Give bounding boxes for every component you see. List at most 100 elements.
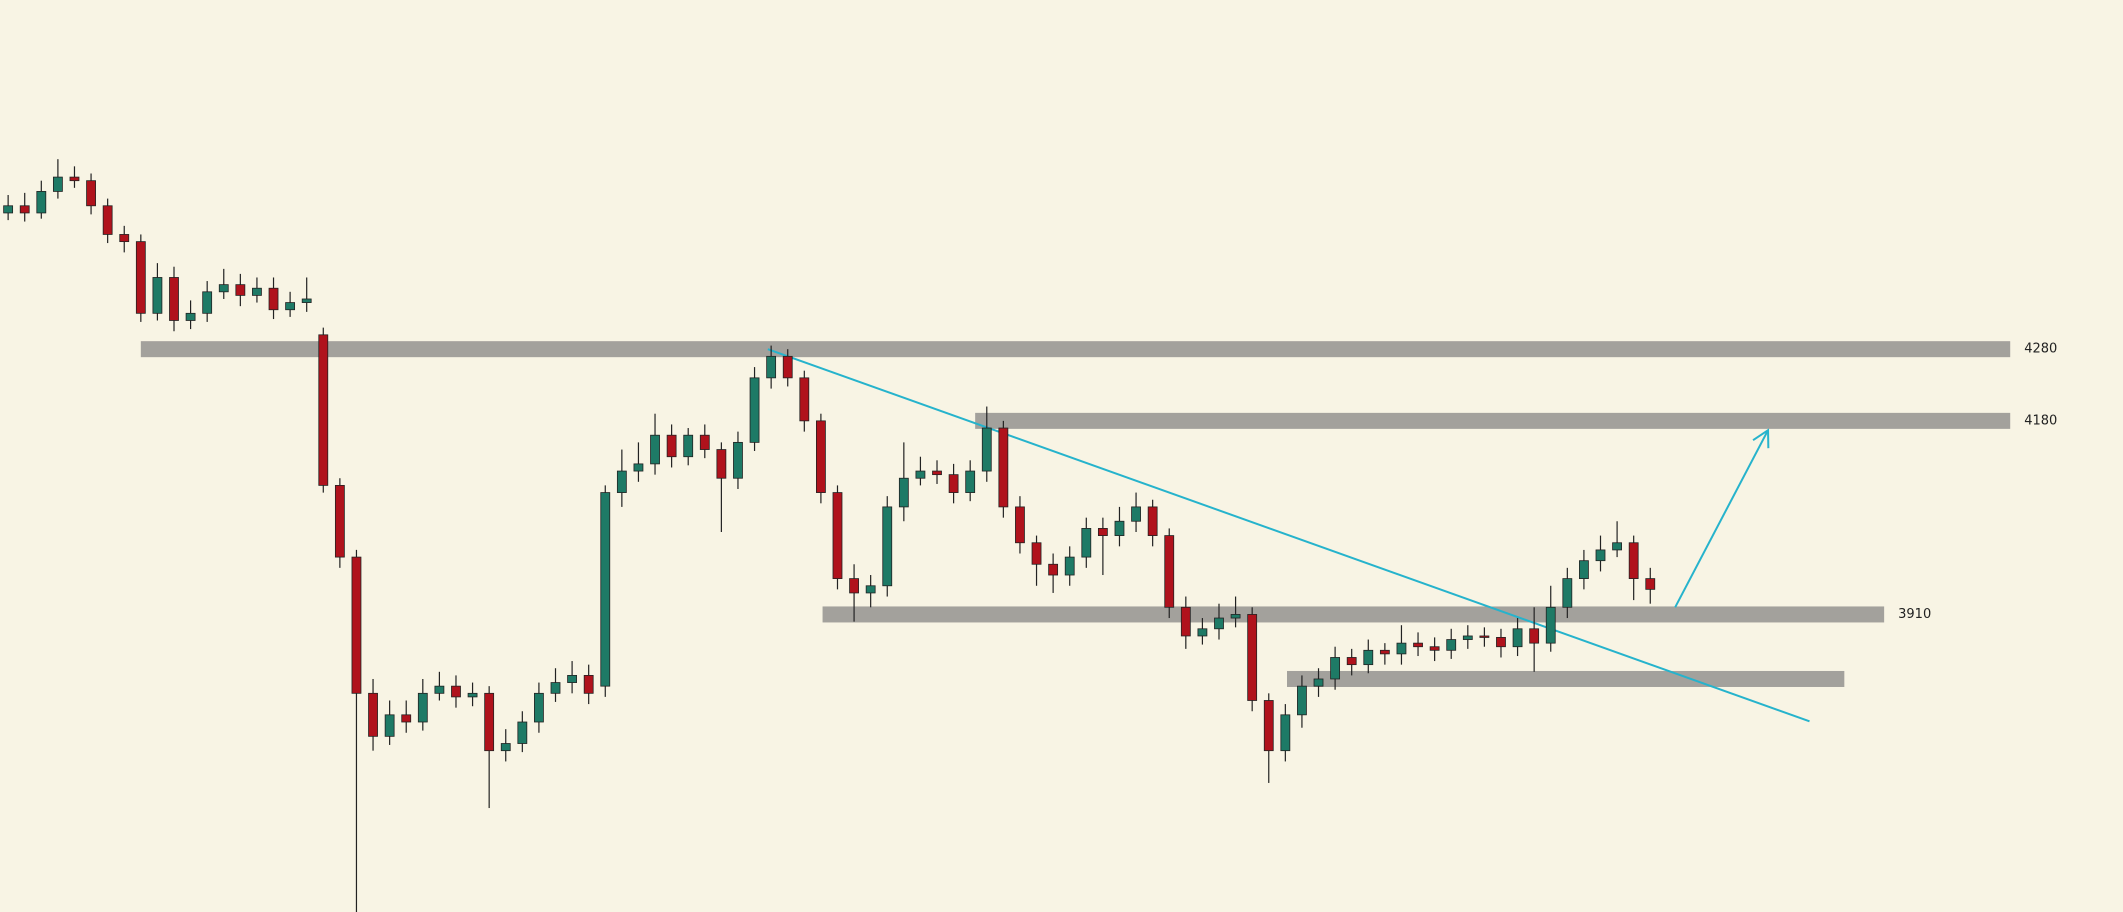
candle-body xyxy=(733,441,743,479)
candle-body xyxy=(1413,642,1423,648)
candle-body xyxy=(3,205,14,214)
candle-body xyxy=(268,287,279,311)
candle-body xyxy=(1612,542,1622,551)
candle-body xyxy=(1048,563,1059,576)
level-zone xyxy=(822,606,1885,623)
candle-body xyxy=(932,470,942,476)
candle-body xyxy=(882,506,893,587)
candle-body xyxy=(285,302,296,311)
candle-body xyxy=(235,284,246,296)
candle-body xyxy=(1131,506,1141,522)
candle-body xyxy=(517,721,528,744)
candle-body xyxy=(666,434,677,458)
candle-body xyxy=(915,470,926,479)
candle-body xyxy=(152,277,163,314)
candle-body xyxy=(1064,556,1075,576)
candle-body xyxy=(1031,542,1042,565)
candle-body xyxy=(1645,578,1656,590)
candle-body xyxy=(1396,642,1407,655)
candle-body xyxy=(1214,617,1224,630)
candle-body xyxy=(832,492,843,580)
candle-body xyxy=(567,674,577,683)
level-label: 4180 xyxy=(2024,413,2057,428)
candle-body xyxy=(1097,528,1108,536)
candle-body xyxy=(1363,649,1374,666)
candle-body xyxy=(699,434,710,450)
candle-body xyxy=(1280,714,1291,752)
candle-body xyxy=(766,355,777,379)
candle-body xyxy=(1230,614,1241,619)
candle-body xyxy=(1263,700,1274,752)
candle-body xyxy=(19,205,30,214)
candle-body xyxy=(1479,635,1490,638)
candle-body xyxy=(849,578,859,594)
candle-body xyxy=(202,291,213,314)
candle-body xyxy=(1595,549,1606,562)
candle-body xyxy=(351,556,362,694)
candle-body xyxy=(1015,506,1025,544)
candle-body xyxy=(550,682,561,694)
candle-body xyxy=(1496,636,1506,648)
candle-body xyxy=(1379,649,1390,655)
candle-body xyxy=(616,470,627,493)
candle-body xyxy=(368,692,378,737)
candle-body xyxy=(1147,506,1158,536)
candle-body xyxy=(401,714,412,723)
candle-body xyxy=(252,287,262,296)
candle-body xyxy=(1446,639,1457,651)
candle-body xyxy=(384,714,395,737)
candle-body xyxy=(52,176,63,192)
candle-body xyxy=(301,298,312,303)
candle-body xyxy=(69,176,80,182)
candle-body xyxy=(417,692,428,723)
candle-body xyxy=(1330,657,1341,680)
candle-body xyxy=(583,674,594,694)
candle-body xyxy=(318,334,329,486)
candle-body xyxy=(119,234,130,243)
candle-body xyxy=(865,585,876,594)
candle-body xyxy=(1180,606,1191,637)
candle-body xyxy=(1114,520,1125,536)
level-label: 3910 xyxy=(1898,607,1931,622)
level-zone xyxy=(1287,670,1845,687)
arrow-line xyxy=(1674,429,1769,608)
candle-body xyxy=(1579,560,1589,580)
candle-body xyxy=(1512,628,1523,648)
arrow-head xyxy=(1752,428,1770,449)
candle-body xyxy=(1545,606,1556,644)
candle-body xyxy=(1297,685,1307,716)
candle-body xyxy=(36,191,47,214)
candle-body xyxy=(1313,678,1324,687)
candle-body xyxy=(1346,657,1357,666)
candle-body xyxy=(600,492,611,687)
candle-body xyxy=(799,377,810,422)
candle-body xyxy=(86,180,96,207)
candle-body xyxy=(135,241,146,314)
candle-body xyxy=(1197,628,1208,637)
candle-body xyxy=(334,484,345,558)
level-label: 4280 xyxy=(2024,342,2057,357)
candle-body xyxy=(1529,628,1540,644)
candle-body xyxy=(1429,646,1440,651)
level-zone xyxy=(140,341,2011,358)
candle-body xyxy=(650,434,660,465)
candle-body xyxy=(981,427,992,472)
candle-body xyxy=(451,685,461,698)
candle-body xyxy=(1164,535,1175,608)
candle-body xyxy=(683,434,694,458)
candle-body xyxy=(185,312,196,321)
trendline xyxy=(767,348,1810,723)
candle-body xyxy=(948,474,959,493)
candle-body xyxy=(633,463,644,472)
candle-body xyxy=(749,377,760,443)
candle-body xyxy=(218,284,229,293)
level-zone xyxy=(975,412,2011,429)
candle-body xyxy=(816,420,826,493)
candle-body xyxy=(484,692,495,752)
candle-body xyxy=(1081,528,1092,558)
candle-body xyxy=(1562,578,1573,608)
candle-body xyxy=(716,449,727,479)
candle-body xyxy=(169,277,179,321)
candle-body xyxy=(434,685,445,694)
